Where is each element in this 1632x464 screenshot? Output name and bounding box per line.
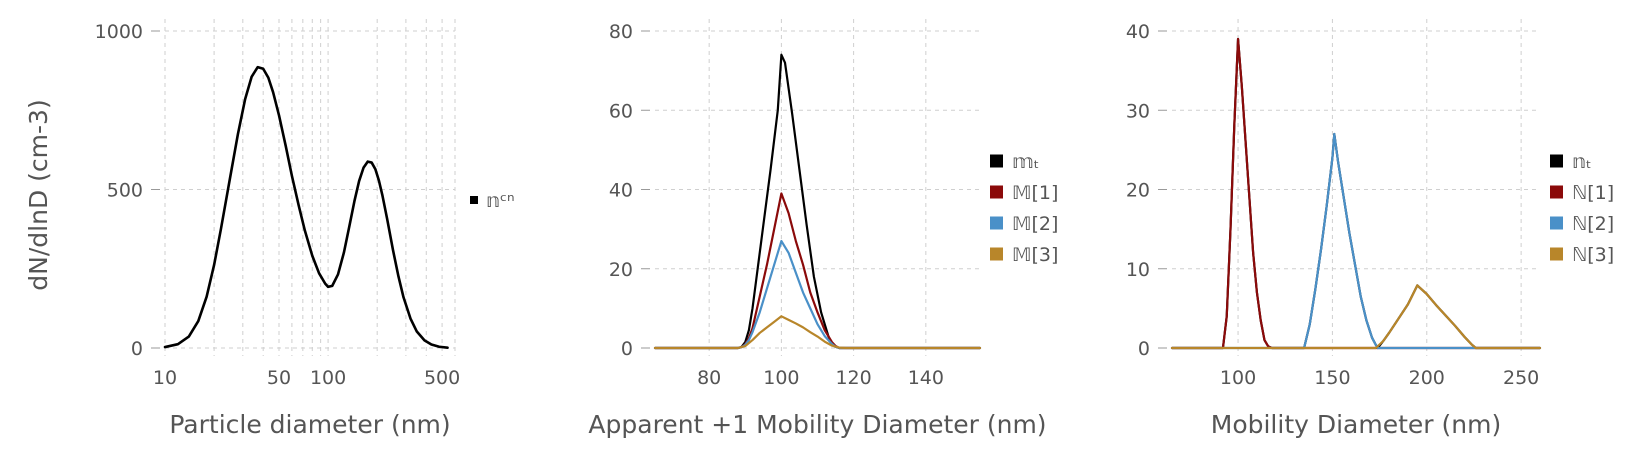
y-tick-label: 10 xyxy=(1126,259,1150,281)
series-line xyxy=(1170,37,1542,350)
x-tick-label: 500 xyxy=(424,367,460,389)
y-tick-label: 80 xyxy=(609,21,633,43)
x-tick-label: 200 xyxy=(1409,367,1445,389)
legend-swatch xyxy=(990,216,1003,230)
legend-swatch xyxy=(990,154,1003,168)
legend-swatch xyxy=(990,247,1003,261)
y-tick-label: 0 xyxy=(1138,338,1150,360)
x-tick-label: 100 xyxy=(763,367,799,389)
y-tick-label: 20 xyxy=(609,259,633,281)
legend-label: ℕ[3] xyxy=(1572,244,1614,266)
x-axis-label: Mobility Diameter (nm) xyxy=(1211,410,1501,439)
legend-label: 𝕄[1] xyxy=(1012,182,1058,204)
legend-label: 𝕞ₜ xyxy=(1012,151,1039,173)
legend-swatch xyxy=(1550,185,1563,199)
legend-label: 𝕄[3] xyxy=(1012,244,1058,266)
legend-swatch xyxy=(990,185,1003,199)
y-tick-label: 30 xyxy=(1126,100,1150,122)
legend-label: ℕ[2] xyxy=(1572,213,1614,235)
x-axis-label: Apparent +1 Mobility Diameter (nm) xyxy=(588,410,1046,439)
x-tick-label: 120 xyxy=(835,367,871,389)
x-tick-label: 150 xyxy=(1314,367,1350,389)
legend-label: 𝕟ₜ xyxy=(1572,151,1592,173)
x-axis-label: Particle diameter (nm) xyxy=(169,410,450,439)
panel-1-particle-size-distribution: 0 500 1000 10 50 100 500 Particle diameter (nm)… xyxy=(95,19,515,439)
legend-label: ℕ[1] xyxy=(1572,182,1614,204)
legend-label: 𝕟ᶜⁿ xyxy=(486,190,515,212)
legend-swatch xyxy=(1550,216,1563,230)
x-tick-label: 140 xyxy=(908,367,944,389)
legend-label: 𝕄[2] xyxy=(1012,213,1058,235)
x-tick-label: 100 xyxy=(310,367,346,389)
series-line xyxy=(653,53,982,350)
x-tick-label: 50 xyxy=(267,367,291,389)
legend-swatch xyxy=(1550,247,1563,261)
y-tick-label: 500 xyxy=(107,180,143,202)
y-tick-label: 40 xyxy=(1126,21,1150,43)
panel-1-ylabel: dN/dlnD (cm-3) xyxy=(24,99,53,290)
x-tick-label: 250 xyxy=(1503,367,1539,389)
legend-swatch xyxy=(470,196,478,204)
series-line xyxy=(1170,132,1542,350)
y-tick-label: 20 xyxy=(1126,180,1150,202)
x-tick-label: 100 xyxy=(1220,367,1256,389)
series-line xyxy=(653,315,982,350)
x-tick-label: 80 xyxy=(697,367,721,389)
y-tick-label: 0 xyxy=(621,338,633,360)
panel-2-apparent-mobility-distribution: 0 20 40 60 80 80 100 120 140 Apparent +1 Mobility… xyxy=(588,19,1058,439)
y-tick-label: 0 xyxy=(131,338,143,360)
y-tick-label: 60 xyxy=(609,100,633,122)
y-tick-label: 40 xyxy=(609,180,633,202)
x-tick-label: 10 xyxy=(153,367,177,389)
y-tick-label: 1000 xyxy=(95,21,143,43)
series-line xyxy=(1170,284,1542,350)
series-line xyxy=(163,65,449,349)
legend-swatch xyxy=(1550,154,1563,168)
